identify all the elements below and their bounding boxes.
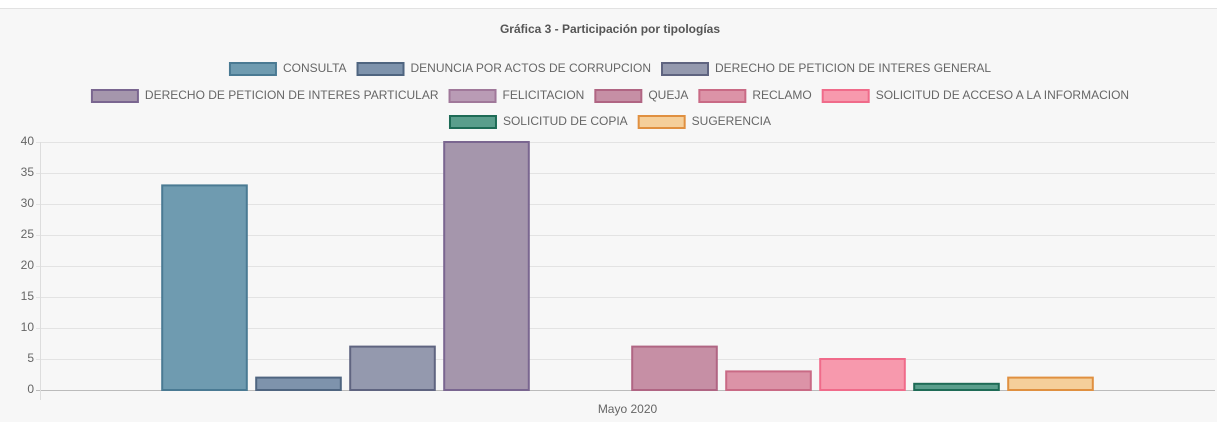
- bar: [819, 358, 906, 391]
- legend-label: SOLICITUD DE COPIA: [503, 114, 628, 128]
- y-tick-label: 0: [27, 382, 34, 396]
- legend-label: DERECHO DE PETICION DE INTERES GENERAL: [715, 61, 991, 75]
- legend-swatch: [637, 115, 686, 129]
- y-tick-label: 15: [21, 289, 35, 303]
- bar: [255, 376, 342, 392]
- legend-label: SOLICITUD DE ACCESO A LA INFORMACION: [876, 88, 1129, 102]
- bar: [161, 184, 248, 391]
- y-tick-label: 30: [21, 196, 35, 210]
- legend-swatch: [90, 89, 139, 103]
- legend-label: QUEJA: [648, 88, 688, 102]
- legend-swatch: [356, 62, 405, 76]
- y-tick-label: 20: [21, 258, 35, 272]
- bar: [1007, 376, 1094, 392]
- y-tick-label: 10: [21, 320, 35, 334]
- bar: [443, 141, 530, 391]
- legend-label: CONSULTA: [283, 61, 347, 75]
- legend-label: FELICITACION: [503, 88, 585, 102]
- bar: [725, 370, 812, 391]
- legend-swatch: [448, 115, 497, 129]
- y-tick-label: 35: [21, 165, 35, 179]
- bar: [631, 345, 718, 392]
- legend-swatch: [594, 89, 643, 103]
- legend-label: RECLAMO: [752, 88, 811, 102]
- legend-swatch: [821, 89, 870, 103]
- y-tick-label: 5: [27, 351, 34, 365]
- x-tick-label: Mayo 2020: [598, 402, 658, 416]
- bar: [913, 382, 1000, 391]
- legend-swatch: [698, 89, 747, 103]
- legend-label: DERECHO DE PETICION DE INTERES PARTICULA…: [145, 88, 439, 102]
- chart-title: Gráfica 3 - Participación por tipologías: [500, 22, 720, 36]
- legend-swatch: [661, 62, 709, 76]
- y-tick-label: 25: [21, 227, 35, 241]
- bar: [349, 345, 436, 392]
- legend-label: SUGERENCIA: [692, 114, 771, 128]
- legend-label: DENUNCIA POR ACTOS DE CORRUPCION: [411, 61, 651, 75]
- legend-swatch: [448, 89, 497, 103]
- y-tick-label: 40: [21, 134, 35, 148]
- legend-swatch: [228, 62, 277, 76]
